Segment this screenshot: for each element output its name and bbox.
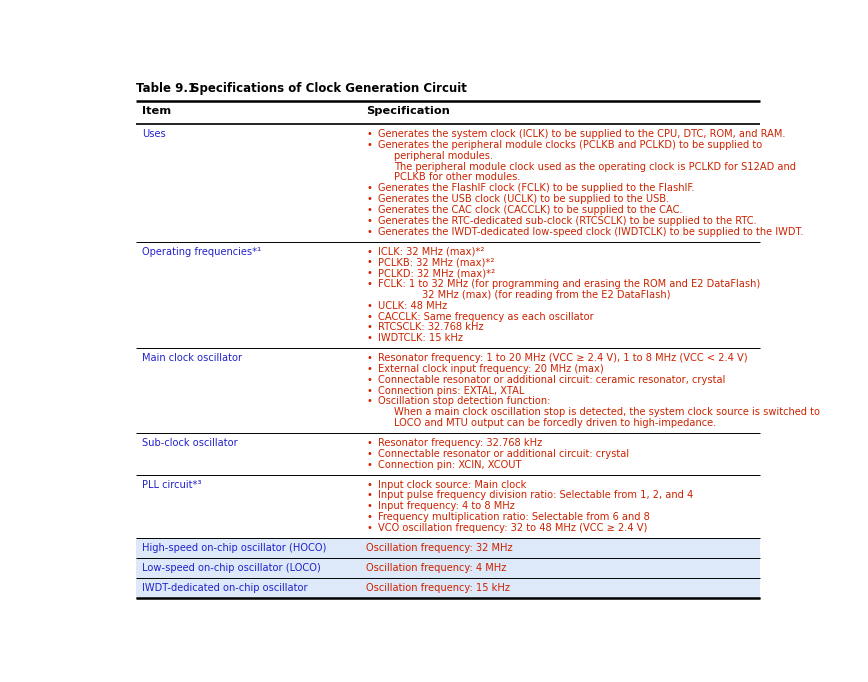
Text: Resonator frequency: 1 to 20 MHz (VCC ≥ 2.4 V), 1 to 8 MHz (VCC < 2.4 V): Resonator frequency: 1 to 20 MHz (VCC ≥ … bbox=[378, 353, 747, 363]
Text: •: • bbox=[366, 353, 372, 363]
Text: Frequency multiplication ratio: Selectable from 6 and 8: Frequency multiplication ratio: Selectab… bbox=[378, 512, 650, 522]
Text: Input pulse frequency division ratio: Selectable from 1, 2, and 4: Input pulse frequency division ratio: Se… bbox=[378, 490, 694, 501]
Text: Low-speed on-chip oscillator (LOCO): Low-speed on-chip oscillator (LOCO) bbox=[141, 563, 320, 573]
Text: FCLK: 1 to 32 MHz (for programming and erasing the ROM and E2 DataFlash): FCLK: 1 to 32 MHz (for programming and e… bbox=[378, 279, 760, 289]
Text: •: • bbox=[366, 333, 372, 343]
Bar bbox=[135, 578, 760, 597]
Text: PLL circuit*³: PLL circuit*³ bbox=[141, 479, 201, 490]
Text: Oscillation stop detection function:: Oscillation stop detection function: bbox=[378, 396, 550, 406]
Text: Specifications of Clock Generation Circuit: Specifications of Clock Generation Circu… bbox=[192, 82, 467, 95]
Text: External clock input frequency: 20 MHz (max): External clock input frequency: 20 MHz (… bbox=[378, 364, 604, 374]
Text: Generates the CAC clock (CACCLK) to be supplied to the CAC.: Generates the CAC clock (CACCLK) to be s… bbox=[378, 205, 682, 215]
Text: Resonator frequency: 32.768 kHz: Resonator frequency: 32.768 kHz bbox=[378, 438, 542, 448]
Text: Connectable resonator or additional circuit: crystal: Connectable resonator or additional circ… bbox=[378, 449, 629, 459]
Text: •: • bbox=[366, 523, 372, 533]
Text: The peripheral module clock used as the operating clock is PCLKD for S12AD and: The peripheral module clock used as the … bbox=[394, 162, 796, 172]
Text: Generates the peripheral module clocks (PCLKB and PCLKD) to be supplied to: Generates the peripheral module clocks (… bbox=[378, 140, 762, 150]
Text: •: • bbox=[366, 246, 372, 256]
Text: Table 9.1: Table 9.1 bbox=[135, 82, 196, 95]
Text: Connection pin: XCIN, XCOUT: Connection pin: XCIN, XCOUT bbox=[378, 460, 522, 470]
Text: •: • bbox=[366, 226, 372, 237]
Text: •: • bbox=[366, 323, 372, 332]
Text: •: • bbox=[366, 501, 372, 512]
Text: RTCSCLK: 32.768 kHz: RTCSCLK: 32.768 kHz bbox=[378, 323, 483, 332]
Text: Item: Item bbox=[141, 106, 171, 116]
Text: Uses: Uses bbox=[141, 129, 166, 139]
Text: Main clock oscillator: Main clock oscillator bbox=[141, 353, 242, 363]
Text: •: • bbox=[366, 449, 372, 459]
Text: Input clock source: Main clock: Input clock source: Main clock bbox=[378, 479, 526, 490]
Text: VCO oscillation frequency: 32 to 48 MHz (VCC ≥ 2.4 V): VCO oscillation frequency: 32 to 48 MHz … bbox=[378, 523, 648, 533]
Text: •: • bbox=[366, 438, 372, 448]
Text: LOCO and MTU output can be forcedly driven to high-impedance.: LOCO and MTU output can be forcedly driv… bbox=[394, 418, 717, 428]
Text: •: • bbox=[366, 183, 372, 193]
Text: IWDT-dedicated on-chip oscillator: IWDT-dedicated on-chip oscillator bbox=[141, 582, 307, 593]
Text: Sub-clock oscillator: Sub-clock oscillator bbox=[141, 438, 238, 448]
Text: •: • bbox=[366, 364, 372, 374]
Text: UCLK: 48 MHz: UCLK: 48 MHz bbox=[378, 301, 447, 311]
Bar bbox=[135, 558, 760, 578]
Text: PCLKD: 32 MHz (max)*²: PCLKD: 32 MHz (max)*² bbox=[378, 268, 495, 278]
Text: PCLKB: 32 MHz (max)*²: PCLKB: 32 MHz (max)*² bbox=[378, 257, 495, 267]
Text: Connectable resonator or additional circuit: ceramic resonator, crystal: Connectable resonator or additional circ… bbox=[378, 375, 726, 385]
Text: •: • bbox=[366, 216, 372, 226]
Text: •: • bbox=[366, 479, 372, 490]
Text: High-speed on-chip oscillator (HOCO): High-speed on-chip oscillator (HOCO) bbox=[141, 543, 326, 553]
Text: •: • bbox=[366, 375, 372, 385]
Text: Oscillation frequency: 32 MHz: Oscillation frequency: 32 MHz bbox=[366, 543, 513, 553]
Text: •: • bbox=[366, 460, 372, 470]
Text: Input frequency: 4 to 8 MHz: Input frequency: 4 to 8 MHz bbox=[378, 501, 515, 512]
Text: ICLK: 32 MHz (max)*²: ICLK: 32 MHz (max)*² bbox=[378, 246, 484, 256]
Bar bbox=[135, 538, 760, 558]
Text: •: • bbox=[366, 129, 372, 139]
Text: Specification: Specification bbox=[366, 106, 450, 116]
Text: •: • bbox=[366, 512, 372, 522]
Text: Generates the RTC-dedicated sub-clock (RTCSCLK) to be supplied to the RTC.: Generates the RTC-dedicated sub-clock (R… bbox=[378, 216, 757, 226]
Text: •: • bbox=[366, 257, 372, 267]
Text: PCLKB for other modules.: PCLKB for other modules. bbox=[394, 173, 521, 182]
Text: •: • bbox=[366, 205, 372, 215]
Text: •: • bbox=[366, 301, 372, 311]
Text: Connection pins: EXTAL, XTAL: Connection pins: EXTAL, XTAL bbox=[378, 385, 524, 396]
Text: Generates the system clock (ICLK) to be supplied to the CPU, DTC, ROM, and RAM.: Generates the system clock (ICLK) to be … bbox=[378, 129, 786, 139]
Text: Oscillation frequency: 15 kHz: Oscillation frequency: 15 kHz bbox=[366, 582, 510, 593]
Text: •: • bbox=[366, 140, 372, 150]
Text: •: • bbox=[366, 312, 372, 321]
Text: peripheral modules.: peripheral modules. bbox=[394, 151, 493, 161]
Text: •: • bbox=[366, 396, 372, 406]
Text: Operating frequencies*¹: Operating frequencies*¹ bbox=[141, 246, 261, 256]
Text: Oscillation frequency: 4 MHz: Oscillation frequency: 4 MHz bbox=[366, 563, 507, 573]
Text: •: • bbox=[366, 490, 372, 501]
Text: Generates the USB clock (UCLK) to be supplied to the USB.: Generates the USB clock (UCLK) to be sup… bbox=[378, 194, 669, 204]
Text: Generates the FlashIF clock (FCLK) to be supplied to the FlashIF.: Generates the FlashIF clock (FCLK) to be… bbox=[378, 183, 694, 193]
Text: When a main clock oscillation stop is detected, the system clock source is switc: When a main clock oscillation stop is de… bbox=[394, 407, 820, 417]
Text: 32 MHz (max) (for reading from the E2 DataFlash): 32 MHz (max) (for reading from the E2 Da… bbox=[422, 290, 671, 300]
Text: •: • bbox=[366, 279, 372, 289]
Text: IWDTCLK: 15 kHz: IWDTCLK: 15 kHz bbox=[378, 333, 463, 343]
Text: Generates the IWDT-dedicated low-speed clock (IWDTCLK) to be supplied to the IWD: Generates the IWDT-dedicated low-speed c… bbox=[378, 226, 804, 237]
Text: •: • bbox=[366, 385, 372, 396]
Text: •: • bbox=[366, 194, 372, 204]
Text: •: • bbox=[366, 268, 372, 278]
Text: CACCLK: Same frequency as each oscillator: CACCLK: Same frequency as each oscillato… bbox=[378, 312, 594, 321]
